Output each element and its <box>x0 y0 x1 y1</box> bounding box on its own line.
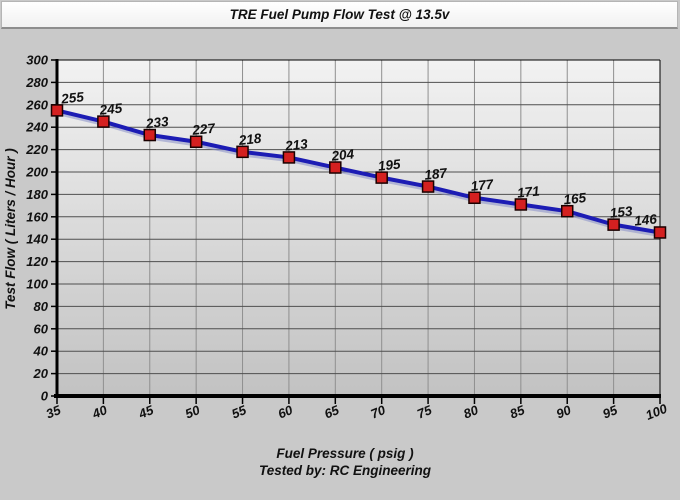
data-point-labels: 255 245 233 227 218 213 204 195 187 177 171 165 153 1… <box>60 89 658 228</box>
y-tick-label: 100 <box>26 277 48 292</box>
data-point-marker <box>282 151 296 164</box>
data-point-marker <box>607 218 620 231</box>
x-tick-label: 65 <box>322 402 342 422</box>
data-point-marker <box>653 226 667 239</box>
x-tick-label: 80 <box>461 402 481 422</box>
data-point-marker <box>329 161 342 174</box>
plot-area <box>57 60 660 396</box>
y-tick-label: 220 <box>25 142 48 157</box>
y-tick-label: 260 <box>25 97 48 112</box>
data-point-marker <box>189 135 203 149</box>
data-point-marker <box>236 145 249 159</box>
y-tick-label: 120 <box>26 254 48 269</box>
data-point-label: 218 <box>237 131 262 148</box>
data-point-marker <box>514 198 528 211</box>
series-line <box>56 108 661 235</box>
tick-labels: 0 20 40 60 80 100 120 140 160 180 200 220 240 260 280 3… <box>25 53 670 423</box>
data-point-label: 146 <box>634 211 658 228</box>
data-point-marker <box>375 171 388 184</box>
data-point-label: 233 <box>144 114 169 131</box>
x-tick-label: 75 <box>415 402 435 422</box>
y-tick-label: 20 <box>33 366 49 381</box>
data-point-label: 204 <box>330 146 355 163</box>
data-point-marker <box>50 104 64 117</box>
x-tick-label: 45 <box>136 402 157 422</box>
data-point-label: 255 <box>60 89 85 106</box>
x-tick-label: 85 <box>508 402 528 422</box>
x-tick-label: 95 <box>600 402 620 422</box>
y-tick-label: 60 <box>34 321 49 336</box>
y-axis-title: Test Flow ( Liters / Hour ) <box>3 148 18 310</box>
x-tick-label: 50 <box>183 402 203 422</box>
data-point-label: 171 <box>516 183 540 200</box>
data-point-marker <box>143 128 157 142</box>
data-point-marker <box>468 191 481 205</box>
data-series <box>50 104 667 239</box>
data-point-label: 245 <box>98 100 123 117</box>
y-tick-label: 140 <box>26 232 48 247</box>
x-tick-label: 40 <box>89 402 110 422</box>
y-tick-label: 280 <box>25 75 48 90</box>
y-tick-label: 80 <box>34 299 49 314</box>
chart-footer: Tested by: RC Engineering <box>259 463 432 478</box>
x-tick-label: 60 <box>276 402 296 422</box>
data-point-label: 177 <box>470 176 495 193</box>
x-axis-title: Fuel Pressure ( psig ) <box>276 446 414 461</box>
data-point-marker <box>560 204 574 218</box>
x-tick-label: 55 <box>229 402 249 422</box>
data-point-label: 213 <box>283 136 308 153</box>
data-point-label: 153 <box>609 203 633 220</box>
plot-background <box>57 60 660 396</box>
chart-title-bar: TRE Fuel Pump Flow Test @ 13.5v <box>1 1 678 29</box>
y-tick-label: 180 <box>26 187 48 202</box>
data-point-label: 165 <box>563 190 587 207</box>
data-point-label: 187 <box>424 165 449 182</box>
data-point-marker <box>421 180 435 193</box>
y-tick-label: 40 <box>33 344 49 359</box>
y-tick-label: 300 <box>26 53 48 68</box>
x-tick-label: 70 <box>368 402 388 422</box>
x-tick-label: 100 <box>643 401 669 423</box>
y-tick-label: 160 <box>26 209 48 224</box>
data-point-label: 227 <box>191 120 217 138</box>
data-point-marker <box>97 115 110 128</box>
x-tick-label: 90 <box>554 402 574 422</box>
data-point-label: 195 <box>377 156 401 173</box>
y-tick-label: 200 <box>25 165 48 180</box>
y-tick-label: 240 <box>25 120 48 135</box>
chart-title: TRE Fuel Pump Flow Test @ 13.5v <box>229 7 450 22</box>
y-tick-label: 0 <box>41 389 49 404</box>
x-tick-label: 35 <box>44 402 64 422</box>
